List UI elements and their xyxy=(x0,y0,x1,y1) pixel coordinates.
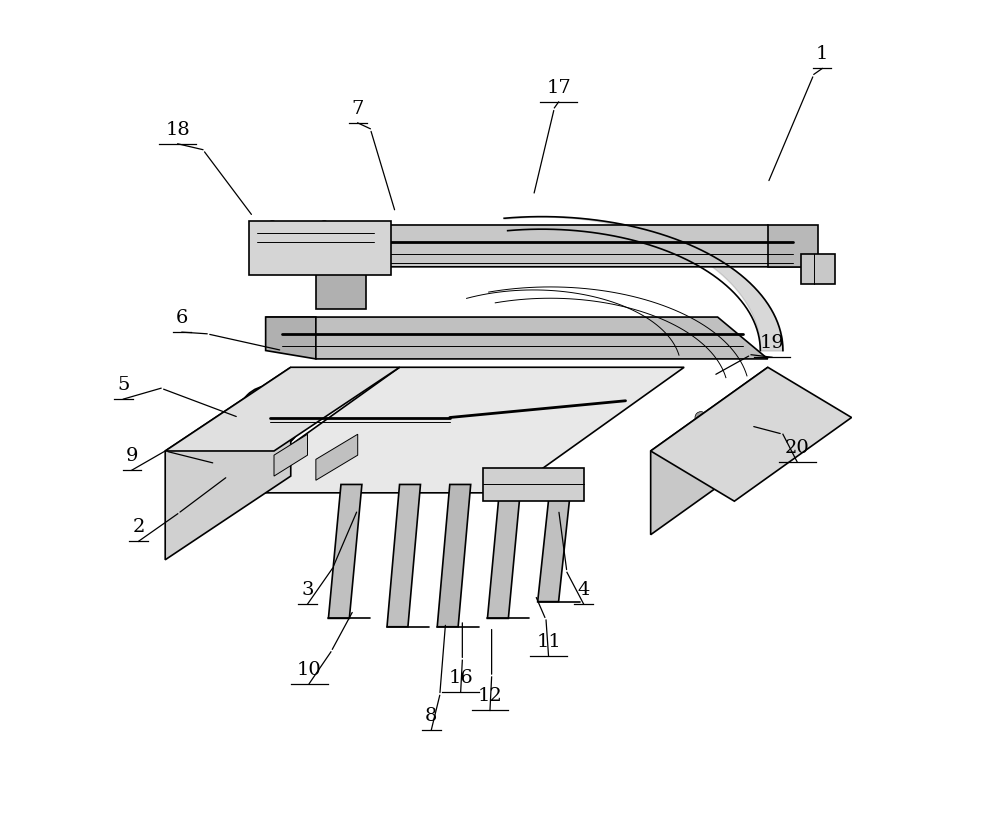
Circle shape xyxy=(415,383,485,453)
Text: 5: 5 xyxy=(117,375,130,394)
Text: 7: 7 xyxy=(352,99,364,118)
Circle shape xyxy=(429,397,471,439)
Circle shape xyxy=(272,441,284,453)
Circle shape xyxy=(251,400,288,436)
Polygon shape xyxy=(483,468,584,502)
Text: 18: 18 xyxy=(165,120,190,139)
Text: 8: 8 xyxy=(425,706,438,724)
Text: 16: 16 xyxy=(448,668,473,686)
Polygon shape xyxy=(437,485,471,627)
Polygon shape xyxy=(266,318,768,359)
Polygon shape xyxy=(487,485,521,619)
Text: 12: 12 xyxy=(478,686,502,705)
Polygon shape xyxy=(274,435,307,477)
Polygon shape xyxy=(538,485,571,602)
Polygon shape xyxy=(387,485,420,627)
Polygon shape xyxy=(768,226,818,268)
Polygon shape xyxy=(801,255,835,284)
Polygon shape xyxy=(249,222,391,276)
Polygon shape xyxy=(316,435,358,481)
Text: 4: 4 xyxy=(578,580,590,599)
Text: 2: 2 xyxy=(132,517,145,536)
Polygon shape xyxy=(224,368,684,493)
Text: 10: 10 xyxy=(297,660,322,678)
Bar xyxy=(517,477,529,497)
Polygon shape xyxy=(165,368,400,451)
Polygon shape xyxy=(651,368,768,535)
Polygon shape xyxy=(316,226,818,268)
Text: 6: 6 xyxy=(176,308,188,327)
Text: 17: 17 xyxy=(546,79,571,97)
Polygon shape xyxy=(266,318,316,359)
Polygon shape xyxy=(651,368,852,502)
Polygon shape xyxy=(328,485,362,619)
Text: 1: 1 xyxy=(816,45,828,64)
Circle shape xyxy=(222,437,234,449)
Circle shape xyxy=(695,446,707,457)
Polygon shape xyxy=(316,268,366,309)
Circle shape xyxy=(695,412,707,424)
Text: 3: 3 xyxy=(301,580,314,599)
Text: 9: 9 xyxy=(125,446,138,465)
Circle shape xyxy=(238,386,302,450)
Circle shape xyxy=(720,429,732,441)
Circle shape xyxy=(235,450,246,461)
Polygon shape xyxy=(165,368,291,560)
Text: 11: 11 xyxy=(536,632,561,650)
Circle shape xyxy=(247,421,259,432)
Bar xyxy=(538,477,550,497)
Text: 20: 20 xyxy=(785,438,810,456)
Text: 19: 19 xyxy=(760,334,784,352)
Bar xyxy=(496,477,508,497)
